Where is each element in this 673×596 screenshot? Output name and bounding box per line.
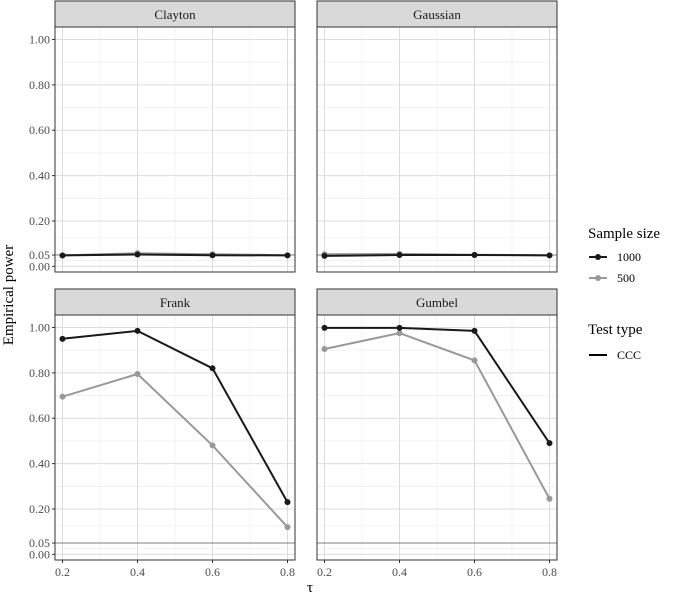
- y-tick-label: 0.20: [29, 214, 50, 228]
- panel-gaussian: Gaussian: [316, 0, 558, 273]
- y-tick-label: 0.00: [29, 259, 50, 273]
- series-line: [62, 329, 289, 503]
- data-point: [471, 357, 478, 364]
- data-point: [209, 365, 216, 372]
- panel-strip: [54, 0, 296, 28]
- legend-label: 500: [617, 271, 635, 285]
- legend-key-point: [595, 275, 601, 281]
- data-point: [321, 346, 328, 353]
- legend-title-test-type: Test type: [588, 322, 643, 338]
- data-point: [321, 324, 328, 331]
- chart-panels: Clayton0.000.050.200.400.600.801.00Gauss…: [29, 0, 558, 579]
- legend-title-sample-size: Sample size: [588, 226, 660, 242]
- series-1000: [59, 327, 291, 506]
- x-tick-label: 0.2: [317, 565, 332, 579]
- panel-gumbel: Gumbel 0.2 0.4 0.6 0.8: [316, 288, 558, 579]
- series-line: [324, 326, 551, 444]
- legend-label: 1000: [617, 250, 641, 264]
- y-tick-label: 0.80: [29, 78, 50, 92]
- panel-strip: [316, 0, 558, 28]
- x-tick-label: 0.4: [130, 565, 145, 579]
- y-tick-label: 1.00: [29, 320, 50, 334]
- series-line: [324, 254, 550, 257]
- y-tick-label: 0.60: [29, 411, 50, 425]
- data-point: [546, 252, 553, 259]
- grid-lines: [317, 27, 557, 272]
- data-point: [209, 442, 216, 449]
- data-point: [546, 440, 553, 447]
- x-axis: 0.2 0.4 0.6 0.8: [317, 560, 557, 579]
- data-point: [471, 327, 478, 334]
- y-tick-label: 0.00: [29, 547, 50, 561]
- legend-entry-500: 500: [589, 271, 635, 285]
- panel-title: Gumbel: [416, 295, 458, 310]
- x-axis: 0.2 0.4 0.6 0.8: [55, 560, 295, 579]
- data-point: [59, 393, 66, 400]
- data-point: [396, 251, 403, 258]
- data-point: [134, 370, 141, 377]
- y-tick-label: 0.60: [29, 123, 50, 137]
- data-point: [134, 327, 141, 334]
- y-axis: 0.000.05 0.20 0.40 0.60 0.80 1.00: [29, 32, 55, 273]
- legend: Sample size 1000 500 Test type CCC: [588, 226, 660, 362]
- x-tick-label: 0.8: [280, 565, 295, 579]
- legend-entry-ccc: CCC: [589, 348, 641, 362]
- y-axis-title: Empirical power: [1, 245, 17, 345]
- panel-strip: [316, 288, 558, 316]
- series-line: [324, 332, 551, 500]
- data-point: [209, 252, 216, 259]
- x-tick-label: 0.6: [205, 565, 220, 579]
- y-tick-label: 0.05: [29, 248, 50, 262]
- y-tick-label: 0.80: [29, 366, 50, 380]
- data-point: [59, 252, 66, 259]
- y-tick-label: 0.20: [29, 502, 50, 516]
- series-line: [62, 372, 289, 528]
- data-point: [59, 335, 66, 342]
- panel-border: [54, 26, 296, 273]
- panel-title: Clayton: [154, 7, 196, 22]
- data-point: [396, 330, 403, 337]
- panel-title: Frank: [160, 295, 191, 310]
- data-point: [546, 495, 553, 502]
- series-1000: [59, 251, 291, 259]
- x-tick-label: 0.6: [467, 565, 482, 579]
- x-tick-label: 0.2: [55, 565, 70, 579]
- data-point: [396, 324, 403, 331]
- data-point: [284, 524, 291, 531]
- series-500: [321, 330, 553, 502]
- data-point: [284, 499, 291, 506]
- y-tick-label: 0.40: [29, 457, 50, 471]
- legend-entry-1000: 1000: [589, 250, 641, 264]
- panel-title: Gaussian: [413, 7, 461, 22]
- series-500: [59, 370, 291, 531]
- panel-border: [54, 314, 296, 561]
- series-1000: [321, 324, 553, 447]
- y-tick-label: 1.00: [29, 32, 50, 46]
- y-tick-label: 0.05: [29, 536, 50, 550]
- data-point: [471, 251, 478, 258]
- y-tick-label: 0.40: [29, 169, 50, 183]
- data-point: [134, 251, 141, 258]
- legend-key-point: [595, 254, 601, 260]
- x-axis-title: τ: [307, 580, 313, 596]
- panel-border: [316, 314, 558, 561]
- x-tick-label: 0.4: [392, 565, 407, 579]
- grid-lines: [55, 315, 295, 560]
- panel-clayton: Clayton 0.000.05 0.20 0.40 0.60 0.80 1.00: [29, 0, 296, 273]
- series-1000: [321, 251, 553, 259]
- x-tick-label: 0.8: [542, 565, 557, 579]
- legend-label: CCC: [617, 348, 641, 362]
- data-point: [321, 252, 328, 259]
- panel-border: [316, 26, 558, 273]
- series-line: [62, 253, 288, 257]
- y-axis: 0.000.05 0.20 0.40 0.60 0.80 1.00: [29, 320, 55, 561]
- data-point: [284, 252, 291, 259]
